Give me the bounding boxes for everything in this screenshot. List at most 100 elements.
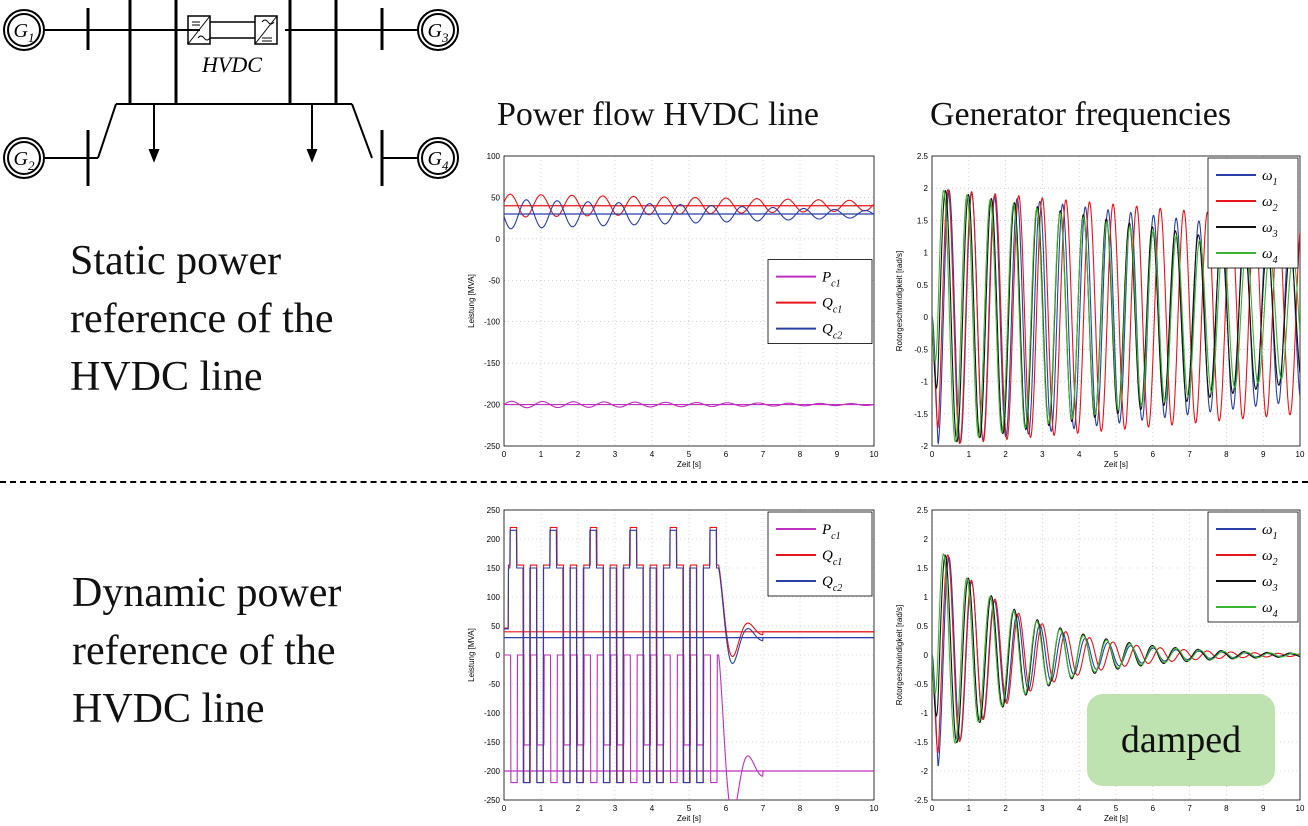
x-tick-label: 6 <box>724 450 729 459</box>
generator-g4-label: G4 <box>428 148 449 173</box>
y-tick-label: 2 <box>924 535 929 544</box>
x-tick-label: 7 <box>1187 450 1192 459</box>
y-tick-label: -1 <box>921 709 929 718</box>
x-axis-label: Zeit [s] <box>677 460 701 469</box>
x-tick-label: 2 <box>576 450 581 459</box>
x-tick-label: 5 <box>1114 804 1119 813</box>
y-axis-label: Rotorgeschwindigkeit [rad/s] <box>895 605 904 706</box>
y-tick-label: -2 <box>921 767 929 776</box>
x-tick-label: 2 <box>576 804 581 813</box>
legend-box <box>767 259 873 344</box>
dynamic-label-line: HVDC line <box>72 686 265 732</box>
series-group <box>504 526 874 800</box>
x-tick-label: 5 <box>687 804 692 813</box>
x-tick-label: 1 <box>539 804 544 813</box>
series-line-pc1 <box>504 654 874 800</box>
legend-box <box>1207 157 1299 269</box>
y-tick-label: -100 <box>484 318 501 327</box>
x-tick-label: 9 <box>1261 804 1266 813</box>
x-tick-label: 7 <box>761 450 766 459</box>
y-tick-label: 200 <box>487 535 501 544</box>
series-group <box>932 553 1300 767</box>
static-freq-chart: 0 1 2 3 4 5 6 7 8 9 10 2.5 2 1.5 1 0.5 0 -0.5 -1 -1.5 -2 Zeit… <box>895 152 1305 469</box>
series-line-pc1 <box>504 400 874 409</box>
x-tick-label: 0 <box>930 804 935 813</box>
y-axis-label: Rotorgeschwindigkeit [rad/s] <box>895 251 904 352</box>
generator-g3-label: G3 <box>428 20 449 45</box>
static-label: Static power reference of the HVDC line <box>70 232 333 406</box>
series-group <box>504 193 874 409</box>
x-tick-label: 6 <box>1151 450 1156 459</box>
static-label-line: reference of the <box>70 296 334 342</box>
x-axis-label: Zeit [s] <box>677 814 701 823</box>
x-tick-label: 2 <box>1003 804 1008 813</box>
x-tick-label: 7 <box>1187 804 1192 813</box>
x-tick-label: 3 <box>613 450 618 459</box>
x-tick-label: 4 <box>1077 450 1082 459</box>
damped-badge: damped <box>1087 694 1275 786</box>
x-tick-label: 10 <box>870 804 879 813</box>
y-tick-label: 250 <box>487 506 501 515</box>
y-tick-label: 0 <box>924 651 929 660</box>
x-tick-label: 10 <box>1296 804 1305 813</box>
x-tick-label: 8 <box>798 450 803 459</box>
y-tick-label: 1.5 <box>917 216 929 225</box>
x-tick-label: 5 <box>1114 450 1119 459</box>
y-tick-label: -50 <box>488 276 500 285</box>
x-tick-label: 8 <box>798 804 803 813</box>
y-tick-label: 0 <box>496 651 501 660</box>
x-tick-label: 1 <box>539 450 544 459</box>
x-tick-label: 0 <box>502 804 507 813</box>
y-tick-label: 50 <box>491 622 500 631</box>
x-tick-label: 2 <box>1003 450 1008 459</box>
dynamic-label-line: reference of the <box>72 628 336 674</box>
y-tick-label: -250 <box>484 442 501 451</box>
x-axis-label: Zeit [s] <box>1104 814 1128 823</box>
y-tick-label: 100 <box>487 593 501 602</box>
x-tick-label: 6 <box>724 804 729 813</box>
y-tick-label: 1 <box>924 593 929 602</box>
x-tick-label: 3 <box>613 804 618 813</box>
x-tick-label: 6 <box>1151 804 1156 813</box>
x-tick-label: 1 <box>967 804 972 813</box>
y-tick-label: -0.5 <box>914 345 928 354</box>
x-tick-label: 8 <box>1224 450 1229 459</box>
static-power-chart: 0 1 2 3 4 5 6 7 8 9 10 100 50 0 -50 -100 -150 -200 -250 Zei… <box>467 152 879 469</box>
dynamic-power-chart: 0 1 2 3 4 5 6 7 8 9 10 250 200 150 100 50 0 -50 -100 -150 -2… <box>467 506 879 823</box>
x-tick-label: 9 <box>835 450 840 459</box>
y-tick-label: 2 <box>924 184 929 193</box>
network-diagram: G1 G2 G3 G4 HVDC <box>3 0 459 186</box>
y-tick-label: -2.5 <box>914 796 928 805</box>
dynamic-label: Dynamic power reference of the HVDC line <box>72 564 341 738</box>
hvdc-label: HVDC <box>201 52 262 77</box>
y-tick-label: 0 <box>496 235 501 244</box>
x-tick-label: 9 <box>835 804 840 813</box>
y-tick-label: -1 <box>921 378 929 387</box>
legend-box <box>1207 511 1299 623</box>
plot-frame <box>503 155 875 447</box>
y-tick-label: 0 <box>924 313 929 322</box>
y-tick-label: -1.5 <box>914 410 928 419</box>
x-tick-label: 4 <box>650 450 655 459</box>
y-tick-label: -250 <box>484 796 501 805</box>
x-tick-label: 7 <box>761 804 766 813</box>
dashed-divider <box>0 481 1308 483</box>
series-line-qc1 <box>504 193 874 218</box>
generator-g2-label: G2 <box>14 148 35 173</box>
x-tick-label: 0 <box>930 450 935 459</box>
y-tick-label: 2.5 <box>917 506 929 515</box>
y-tick-label: -1.5 <box>914 738 928 747</box>
static-label-line: HVDC line <box>70 354 263 400</box>
plot-frame <box>931 155 1301 447</box>
generator-g1-label: G1 <box>14 20 35 45</box>
x-tick-label: 1 <box>967 450 972 459</box>
y-tick-label: 0.5 <box>917 281 929 290</box>
y-tick-label: 2.5 <box>917 152 929 161</box>
y-tick-label: 1.5 <box>917 564 929 573</box>
series-line-qc2 <box>504 529 874 784</box>
series-line-w3 <box>932 554 1300 744</box>
y-tick-label: -100 <box>484 709 501 718</box>
series-line-w4 <box>932 189 1300 443</box>
y-tick-label: -0.5 <box>914 680 928 689</box>
x-tick-label: 10 <box>870 450 879 459</box>
